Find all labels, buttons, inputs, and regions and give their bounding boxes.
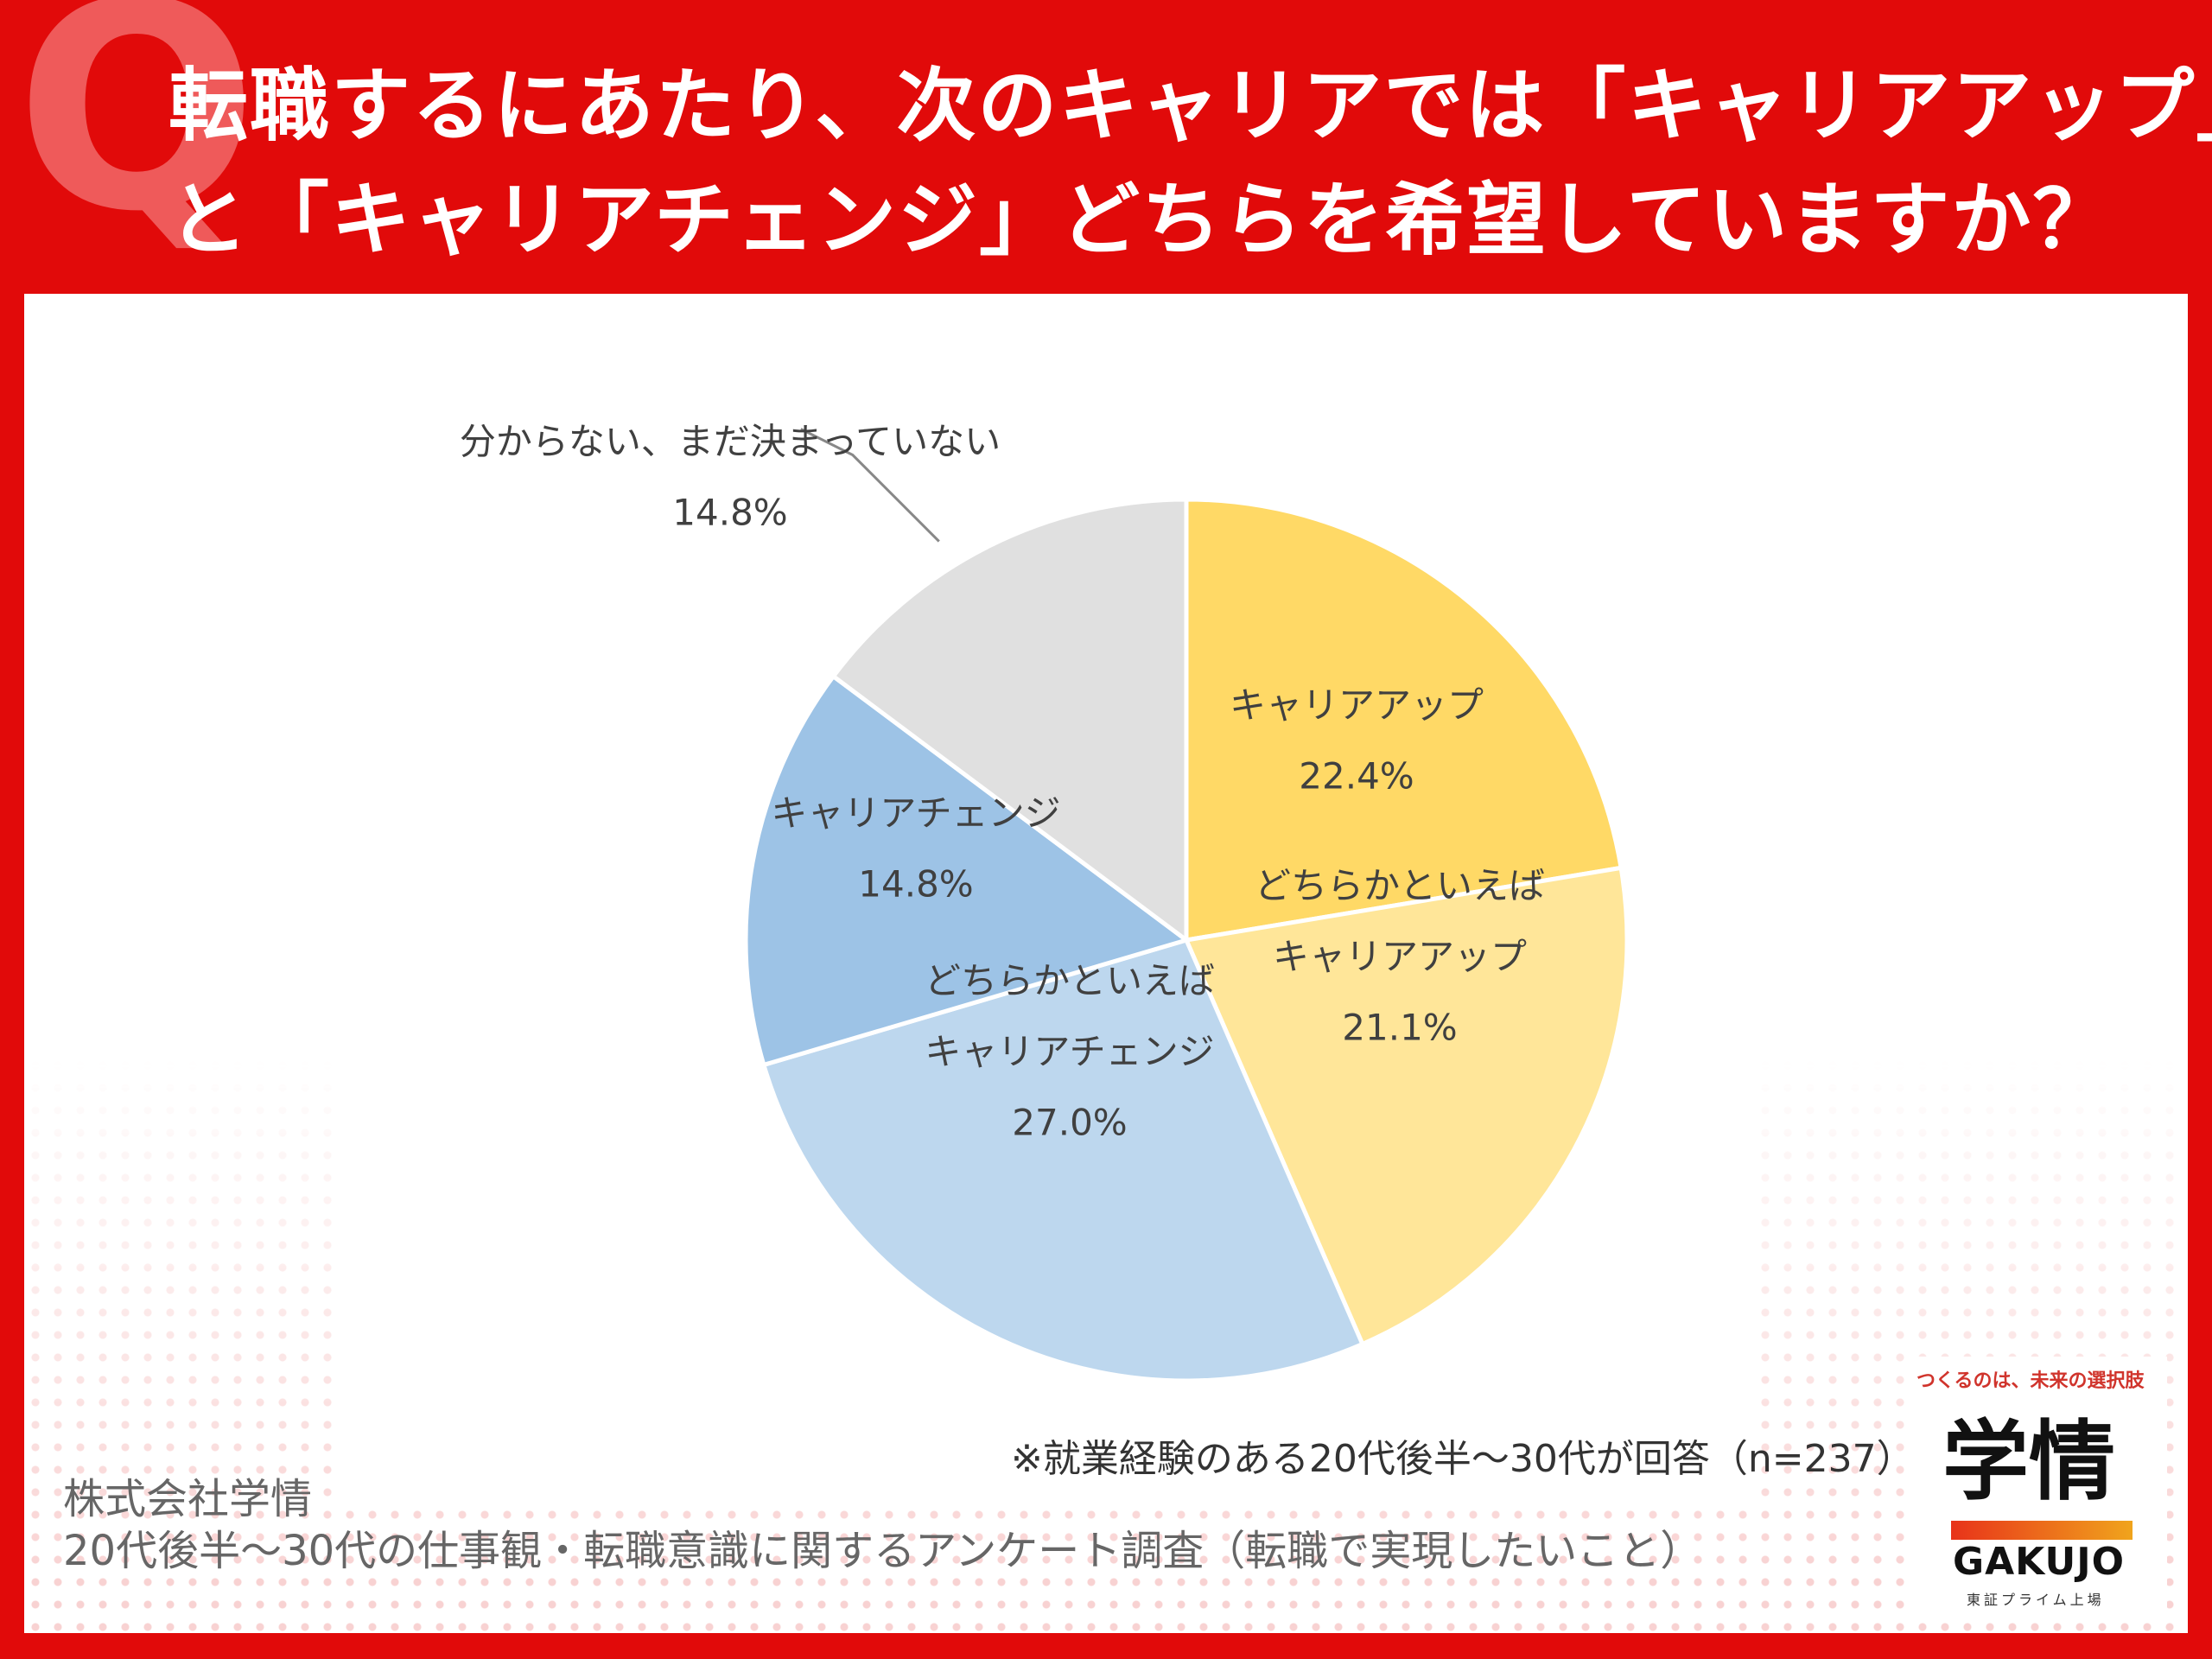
- value-label-career-up: 22.4%: [1299, 755, 1414, 798]
- value-label-undecided: 14.8%: [672, 492, 787, 534]
- slice-label-somewhat-career-up-2: キャリアアップ: [1273, 936, 1527, 978]
- value-label-career-change: 14.8%: [858, 863, 973, 906]
- slice-undecided: [830, 497, 1189, 944]
- chart-card: キャリアアップ 22.4% どちらかといえば キャリアアップ 21.1% どちらかといえば…: [346, 363, 1915, 1503]
- logo-gradient-bar: [1951, 1521, 2133, 1540]
- slice-label-career-change-1: キャリアチェンジ: [771, 792, 1060, 835]
- logo-name-en: GAKUJO: [1953, 1540, 2125, 1584]
- slice-career-up: [1184, 497, 1624, 943]
- slice-label-career-up-1: キャリアアップ: [1230, 684, 1484, 727]
- q-mark: Q: [16, 0, 258, 274]
- slice-somewhat-career-up: [1183, 865, 1630, 1347]
- slice-label-undecided-1: 分からない、まだ決まっていない: [460, 421, 1001, 463]
- logo-sub: 東証プライム上場: [1967, 1592, 2105, 1608]
- pie-chart: キャリアアップ22.4%どちらかといえばキャリアアップ21.1%どちらかといえば…: [460, 421, 1630, 1383]
- source-company: 株式会社学情: [63, 1475, 313, 1523]
- slice-career-change: [743, 673, 1192, 1068]
- source-survey: 20代後半～30代の仕事観・転職意識に関するアンケート調査（転職で実現したいこと…: [63, 1527, 1702, 1575]
- source-citation: 株式会社学情 20代後半～30代の仕事観・転職意識に関するアンケート調査（転職で…: [63, 1473, 1701, 1577]
- slice-somewhat-career-change: [760, 937, 1366, 1383]
- logo-name-jp: 学情: [1942, 1411, 2115, 1512]
- slice-label-somewhat-career-change-2: キャリアチェンジ: [925, 1031, 1214, 1073]
- gakujo-logo: つくるのは、未来の選択肢 学情 GAKUJO 東証プライム上場: [1908, 1357, 2167, 1616]
- question-title-line-2: と「キャリアチェンジ」どちらを希望していますか？: [168, 174, 2114, 266]
- logo-tagline: つくるのは、未来の選択肢: [1916, 1370, 2145, 1392]
- value-label-somewhat-career-change: 27.0%: [1012, 1102, 1127, 1144]
- value-label-somewhat-career-up: 21.1%: [1342, 1007, 1457, 1049]
- question-header: Q 転職するにあたり、次のキャリアでは「キャリアアップ」 と「キャリアチェンジ」…: [0, 0, 2212, 294]
- respondent-note: ※就業経験のある20代後半～30代が回答（n=237）: [1011, 1437, 1915, 1481]
- slice-label-somewhat-career-up-1: どちらかといえば: [1255, 865, 1545, 907]
- undecided-leader-line: [800, 428, 940, 543]
- slice-label-somewhat-career-change-1: どちらかといえば: [925, 960, 1215, 1002]
- content-panel: キャリアアップ 22.4% どちらかといえば キャリアアップ 21.1% どちらかといえば…: [24, 294, 2188, 1633]
- question-title-line-1: 転職するにあたり、次のキャリアでは「キャリアアップ」: [168, 60, 2212, 152]
